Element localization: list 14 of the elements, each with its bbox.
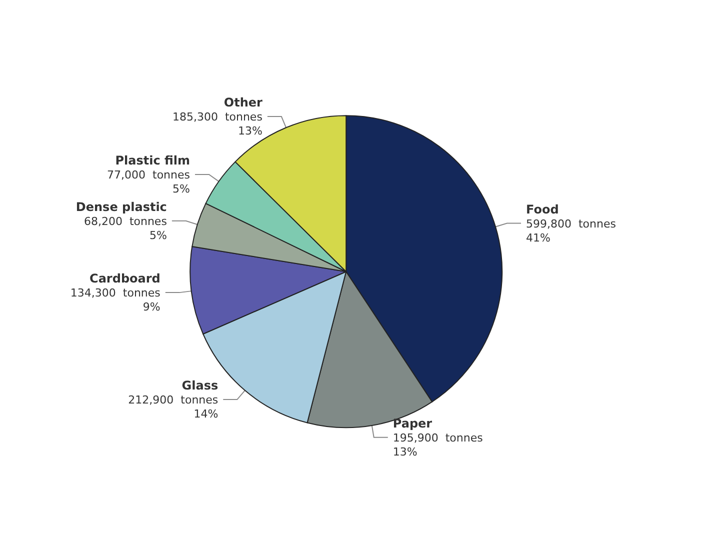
data-label: 599,800 tonnes 41% xyxy=(526,217,616,244)
data-label: 185,300 tonnes 13% xyxy=(172,110,263,138)
data-label: 68,200 tonnes 5% xyxy=(84,214,168,242)
slice-label: Dense plastic xyxy=(76,200,167,214)
data-label: 212,900 tonnes 14% xyxy=(128,394,218,421)
slice-label: Paper xyxy=(392,416,432,430)
slice-label: Food xyxy=(526,202,559,216)
slice-label: Cardboard xyxy=(90,272,160,286)
slice-label: Plastic film xyxy=(115,153,190,168)
data-label: 134,300 tonnes 9% xyxy=(70,286,161,314)
data-label: 195,900 tonnes 13% xyxy=(392,431,484,458)
data-label: 77,000 tonnes 5% xyxy=(107,168,190,196)
slice-label: Glass xyxy=(182,378,218,393)
slice-label: Other xyxy=(224,96,262,110)
